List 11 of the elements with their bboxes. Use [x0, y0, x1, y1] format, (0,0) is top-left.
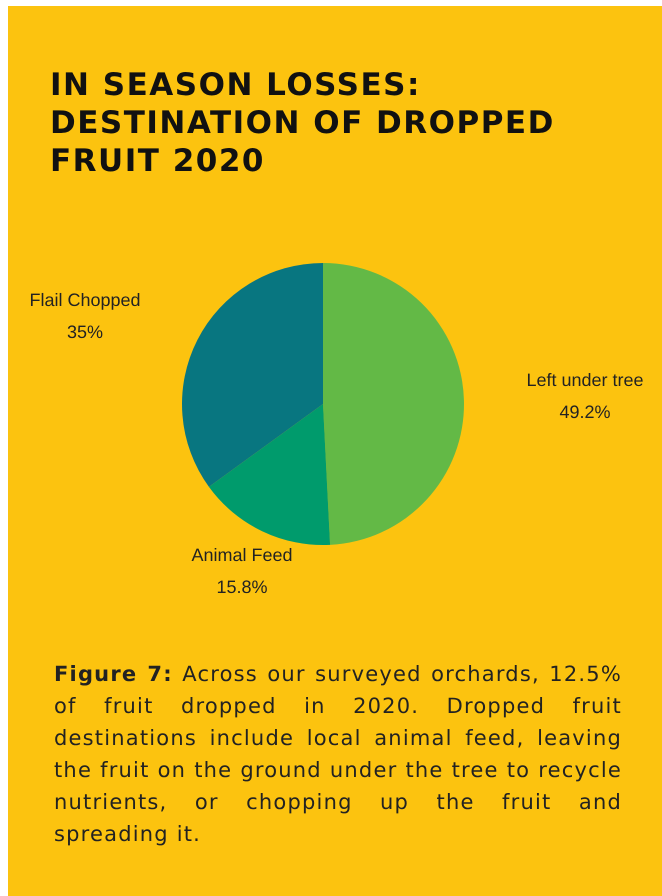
caption: Figure 7: Across our surveyed orchards, 12.5% of fruit dropped in 2020. Dropped fruit destinations include local animal feed, leaving the fruit on the ground under the tree to recycle nutrients, or chopping up the fruit and spreading it.: [54, 661, 622, 848]
pie-slice: [208, 404, 330, 545]
data-label: 35%: [66, 322, 104, 342]
slice-label: Left under tree: [526, 370, 644, 390]
pie-slice: [323, 263, 464, 545]
pie-slice: [182, 263, 323, 487]
data-label: 15.8%: [216, 577, 268, 597]
chart-title: IN SEASON LOSSES: DESTINATION OF DROPPED FRUIT 2020: [50, 66, 556, 180]
data-label: 49.2%: [559, 402, 611, 422]
slice-label: Flail Chopped: [29, 290, 141, 310]
slice-label: Animal Feed: [191, 545, 293, 565]
